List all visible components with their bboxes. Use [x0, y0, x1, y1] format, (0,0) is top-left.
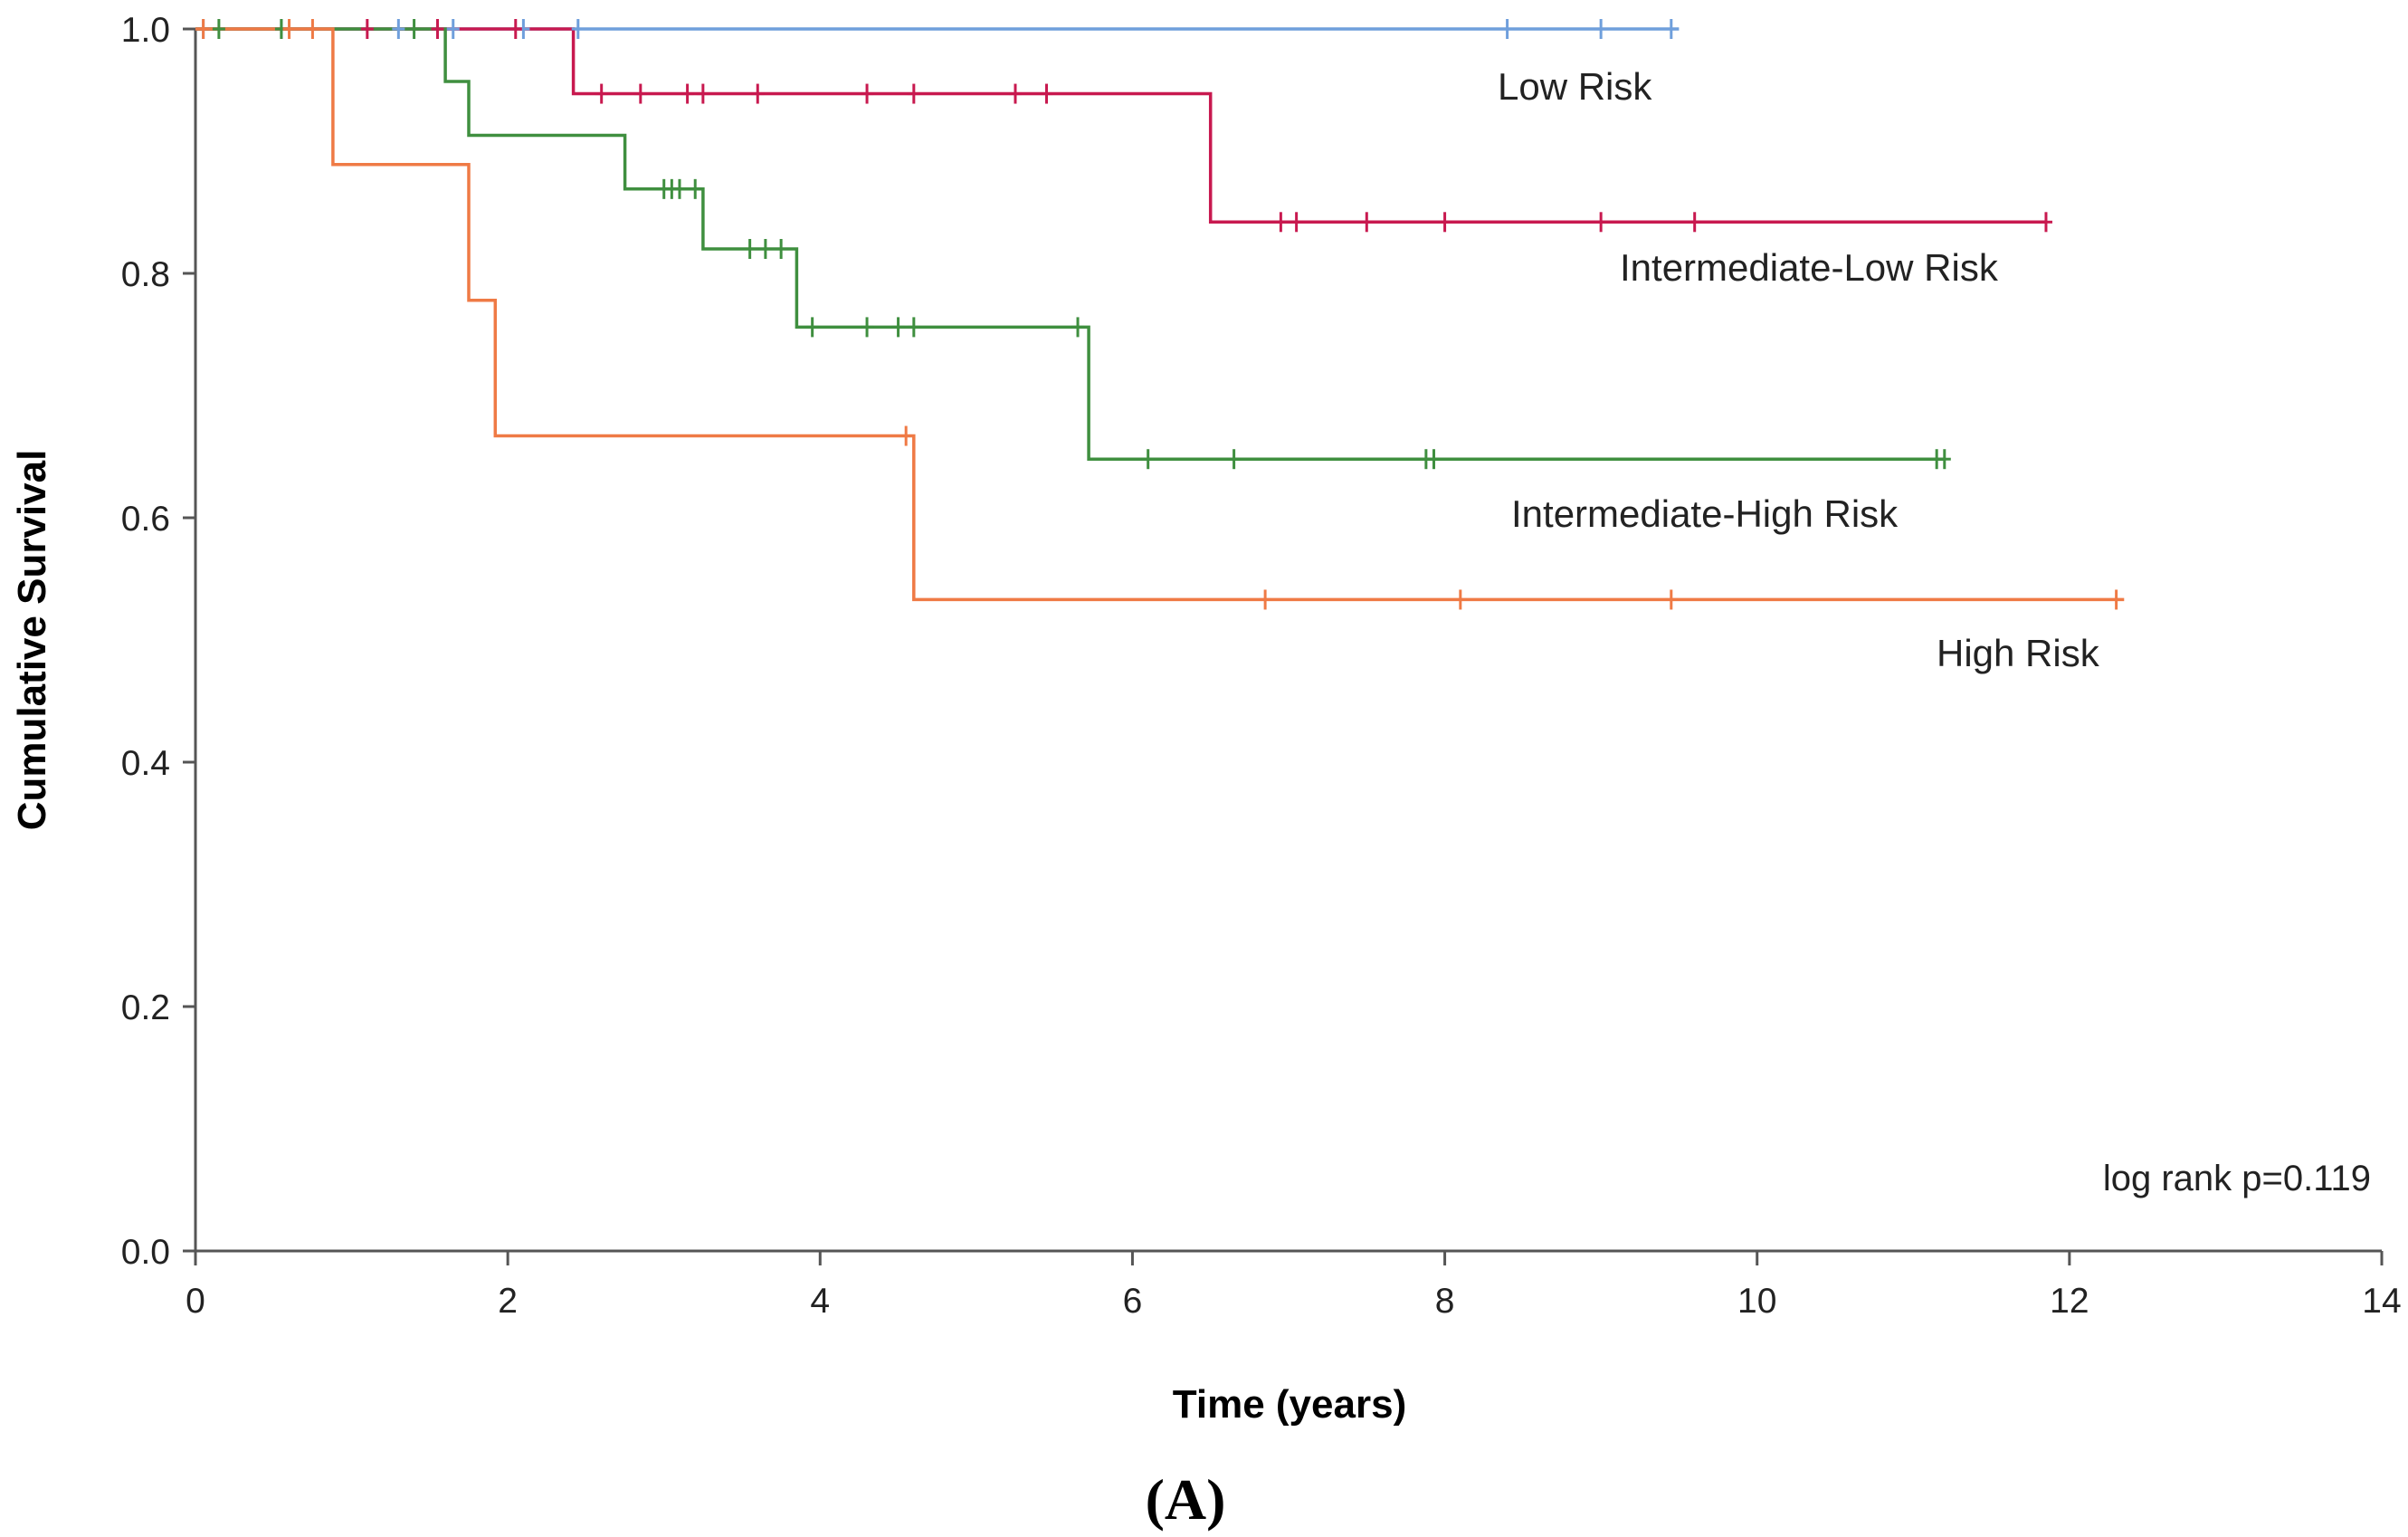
censor-mark-intermediate-high-risk — [743, 239, 757, 259]
x-tick-label: 6 — [1123, 1282, 1143, 1321]
censor-mark-intermediate-low-risk — [509, 19, 522, 39]
x-ticks: 0 2 4 6 8 10 12 14 — [186, 1251, 2402, 1321]
censor-mark-intermediate-high-risk — [407, 19, 421, 39]
censor-mark-intermediate-high-risk — [805, 317, 819, 338]
y-tick-label: 0.0 — [121, 1233, 170, 1272]
censor-mark-intermediate-low-risk — [1688, 212, 1701, 233]
censor-mark-intermediate-low-risk — [861, 83, 874, 104]
series-label-intermediate-high-risk: Intermediate-High Risk — [1511, 492, 1899, 535]
y-tick-label: 0.4 — [121, 744, 170, 783]
censor-mark-intermediate-high-risk — [1227, 449, 1241, 470]
series-label-low-risk: Low Risk — [1498, 65, 1652, 108]
censor-mark-intermediate-high-risk — [1071, 317, 1085, 338]
y-tick-label: 0.2 — [121, 988, 170, 1027]
censor-mark-intermediate-high-risk — [907, 317, 920, 338]
censor-marks — [196, 19, 2123, 610]
censor-mark-intermediate-low-risk — [360, 19, 374, 39]
series-label-high-risk: High Risk — [1937, 632, 2100, 674]
y-tick-label: 0.8 — [121, 255, 170, 294]
censor-mark-intermediate-high-risk — [861, 317, 874, 338]
axes — [194, 29, 2382, 1253]
censor-mark-intermediate-high-risk — [891, 317, 905, 338]
censor-mark-high-risk — [1664, 589, 1678, 610]
censor-mark-low-risk — [1594, 19, 1608, 39]
censor-mark-low-risk — [1500, 19, 1514, 39]
censor-mark-intermediate-low-risk — [1274, 212, 1288, 233]
censor-mark-low-risk — [1664, 19, 1678, 39]
x-axis-title: Time (years) — [1173, 1382, 1406, 1427]
y-tick-label: 1.0 — [121, 11, 170, 50]
y-axis-title: Cumulative Survival — [10, 450, 54, 831]
censor-mark-high-risk — [1259, 589, 1272, 610]
censor-mark-intermediate-low-risk — [696, 83, 709, 104]
x-tick-label: 2 — [498, 1282, 518, 1321]
y-ticks: 0.0 0.2 0.4 0.6 0.8 1.0 — [121, 11, 195, 1272]
log-rank-annotation: log rank p=0.119 — [2103, 1159, 2371, 1198]
censor-mark-intermediate-high-risk — [1141, 449, 1155, 470]
x-tick-label: 8 — [1435, 1282, 1455, 1321]
censor-mark-intermediate-high-risk — [672, 178, 686, 199]
censor-mark-intermediate-high-risk — [212, 19, 225, 39]
censor-mark-intermediate-high-risk — [1427, 449, 1441, 470]
x-tick-label: 14 — [2362, 1282, 2401, 1321]
series-line-high-risk — [195, 27, 2125, 602]
series-line-intermediate-low-risk — [195, 27, 2046, 224]
y-tick-label: 0.6 — [121, 500, 170, 539]
censor-mark-intermediate-low-risk — [1594, 212, 1608, 233]
censor-mark-intermediate-low-risk — [1290, 212, 1303, 233]
censor-mark-intermediate-high-risk — [775, 239, 788, 259]
x-tick-label: 4 — [810, 1282, 830, 1321]
censor-mark-low-risk — [392, 19, 405, 39]
censor-mark-intermediate-low-risk — [751, 83, 765, 104]
censor-mark-intermediate-low-risk — [1040, 83, 1053, 104]
censor-mark-intermediate-high-risk — [689, 178, 702, 199]
censor-mark-intermediate-high-risk — [758, 239, 772, 259]
censor-mark-intermediate-low-risk — [1438, 212, 1451, 233]
censor-mark-intermediate-low-risk — [1009, 83, 1022, 104]
censor-mark-intermediate-low-risk — [1360, 212, 1374, 233]
censor-mark-high-risk — [282, 19, 296, 39]
censor-mark-high-risk — [899, 425, 913, 446]
censor-mark-high-risk — [196, 19, 210, 39]
censor-mark-intermediate-low-risk — [681, 83, 694, 104]
censor-mark-high-risk — [2109, 589, 2123, 610]
censor-mark-intermediate-high-risk — [1937, 449, 1951, 470]
x-tick-label: 0 — [186, 1282, 205, 1321]
censor-mark-intermediate-low-risk — [2039, 212, 2052, 233]
censor-mark-intermediate-low-risk — [633, 83, 647, 104]
censor-mark-intermediate-low-risk — [595, 83, 608, 104]
censor-mark-intermediate-low-risk — [907, 83, 920, 104]
panel-label: (A) — [1146, 1467, 1226, 1532]
censor-mark-high-risk — [1453, 589, 1467, 610]
x-tick-label: 10 — [1737, 1282, 1776, 1321]
censor-mark-high-risk — [306, 19, 319, 39]
x-tick-label: 12 — [2050, 1282, 2089, 1321]
series-label-intermediate-low-risk: Intermediate-Low Risk — [1620, 246, 1999, 289]
censor-mark-low-risk — [571, 19, 585, 39]
censor-mark-intermediate-low-risk — [431, 19, 444, 39]
censor-mark-low-risk — [446, 19, 460, 39]
